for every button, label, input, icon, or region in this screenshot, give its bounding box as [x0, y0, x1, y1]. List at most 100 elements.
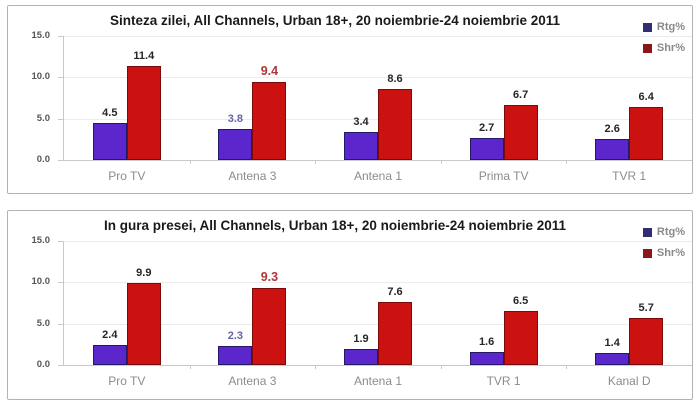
- value-label: 2.3: [227, 330, 244, 342]
- legend-item-rtg: Rtg%: [642, 226, 685, 238]
- category-label: Antena 3: [228, 169, 277, 183]
- value-label: 6.5: [512, 295, 529, 307]
- bar-shr: [629, 107, 664, 160]
- y-tick-label: 5.0: [36, 317, 50, 329]
- bar-rtg: [595, 353, 630, 365]
- y-tick-label: 0.0: [36, 154, 50, 165]
- value-label: 11.4: [133, 50, 155, 62]
- bar-shr: [503, 311, 538, 365]
- bar-shr: [503, 105, 538, 160]
- bar-shr: [629, 318, 664, 365]
- value-label: 7.6: [387, 286, 403, 298]
- x-tick-mark: [189, 160, 191, 164]
- bar-rtg: [469, 352, 504, 365]
- category-label: Pro TV: [108, 374, 146, 388]
- value-label: 2.4: [102, 329, 118, 341]
- legend-label-rtg: Rtg%: [656, 21, 685, 33]
- y-tick-label: 15.0: [31, 235, 51, 246]
- category-label: Prima TV: [478, 169, 529, 183]
- bar-shr: [126, 283, 161, 365]
- legend-item-shr: Shr%: [642, 42, 685, 54]
- value-label: 1.6: [478, 336, 495, 348]
- chart-panel-sinteza-zilei: Sinteza zilei, All Channels, Urban 18+, …: [7, 5, 693, 194]
- chart-panel-in-gura-presei: In gura presei, All Channels, Urban 18+,…: [7, 210, 693, 400]
- y-tick-mark: [58, 365, 64, 366]
- y-tick-mark: [58, 160, 64, 161]
- category-group: 2.3 9.3 Antena 3: [189, 241, 316, 388]
- y-tick-mark: [58, 323, 64, 325]
- plot-area: 0.0 5.0 10.0 15.0 2.4 9.9 Pro TV 2.3 9.3 Antena 3…: [32, 235, 692, 388]
- category-group: 2.7 6.7 Prima TV: [440, 36, 567, 183]
- category-label: Pro TV: [108, 169, 146, 183]
- y-tick-mark: [58, 241, 64, 242]
- y-tick-label: 5.0: [36, 112, 50, 124]
- value-label: 4.5: [102, 107, 118, 119]
- gridline: [64, 282, 692, 284]
- bar-rtg: [218, 346, 253, 365]
- category-group: 1.4 5.7 Kanal D: [566, 241, 692, 388]
- legend-marker-shr-icon: [642, 248, 652, 258]
- legend: Rtg% Shr%: [642, 21, 685, 63]
- legend-marker-shr-icon: [642, 43, 652, 53]
- value-label: 9.4: [260, 64, 279, 78]
- x-tick-mark: [189, 365, 191, 369]
- category-group: 2.6 6.4 TVR 1: [566, 36, 692, 183]
- legend-label-rtg: Rtg%: [656, 226, 685, 238]
- bar-shr: [377, 302, 412, 365]
- legend-item-shr: Shr%: [642, 247, 685, 259]
- category-group: 1.6 6.5 TVR 1: [440, 241, 567, 388]
- category-label: Antena 1: [353, 374, 402, 388]
- y-tick-label: 10.0: [31, 276, 51, 288]
- value-label: 3.8: [227, 113, 244, 125]
- bar-rtg: [595, 139, 630, 160]
- bar-rtg: [343, 349, 378, 365]
- y-tick-label: 0.0: [36, 359, 50, 370]
- value-label: 9.3: [260, 270, 279, 284]
- category-label: Antena 1: [353, 169, 402, 183]
- category-group: 3.4 8.6 Antena 1: [315, 36, 441, 183]
- bar-shr: [126, 66, 161, 160]
- bar-rtg: [218, 129, 253, 160]
- value-label: 6.4: [638, 91, 654, 103]
- legend-label-shr: Shr%: [656, 247, 685, 259]
- bar-rtg: [469, 138, 504, 160]
- y-tick-label: 10.0: [31, 71, 51, 83]
- legend-label-shr: Shr%: [656, 42, 685, 54]
- value-label: 9.9: [136, 267, 152, 279]
- bar-shr: [377, 89, 412, 160]
- bar-rtg: [92, 123, 127, 160]
- legend-marker-rtg-icon: [642, 227, 652, 237]
- value-label: 8.6: [387, 73, 403, 85]
- x-tick-mark: [566, 365, 568, 369]
- value-label: 1.4: [604, 337, 620, 349]
- x-tick-mark: [440, 160, 442, 164]
- category-label: TVR 1: [612, 169, 647, 183]
- value-label: 3.4: [353, 116, 369, 128]
- y-tick-label: 15.0: [31, 30, 51, 41]
- value-label: 5.7: [638, 302, 654, 314]
- gridline: [64, 77, 692, 79]
- value-label: 6.7: [512, 89, 529, 101]
- gridline: [64, 36, 692, 37]
- category-label: TVR 1: [486, 374, 521, 388]
- bar-shr: [252, 82, 287, 160]
- chart-title: In gura presei, All Channels, Urban 18+,…: [103, 218, 567, 233]
- category-group: 4.5 11.4 Pro TV: [64, 36, 190, 183]
- y-tick-mark: [58, 118, 64, 120]
- x-tick-mark: [315, 365, 317, 369]
- bar-shr: [252, 288, 287, 365]
- value-label: 1.9: [353, 333, 369, 345]
- bar-rtg: [92, 345, 127, 365]
- y-tick-mark: [58, 77, 64, 79]
- category-group: 1.9 7.6 Antena 1: [315, 241, 441, 388]
- x-tick-mark: [566, 160, 568, 164]
- plot-area: 0.0 5.0 10.0 15.0 4.5 11.4 Pro TV 3.8 9.4 Antena …: [32, 30, 692, 183]
- category-group: 3.8 9.4 Antena 3: [189, 36, 316, 183]
- bar-rtg: [343, 132, 378, 160]
- category-label: Kanal D: [607, 374, 651, 388]
- chart-title: Sinteza zilei, All Channels, Urban 18+, …: [109, 13, 561, 28]
- y-tick-mark: [58, 282, 64, 284]
- y-tick-mark: [58, 36, 64, 37]
- x-tick-mark: [440, 365, 442, 369]
- value-label: 2.7: [478, 122, 495, 134]
